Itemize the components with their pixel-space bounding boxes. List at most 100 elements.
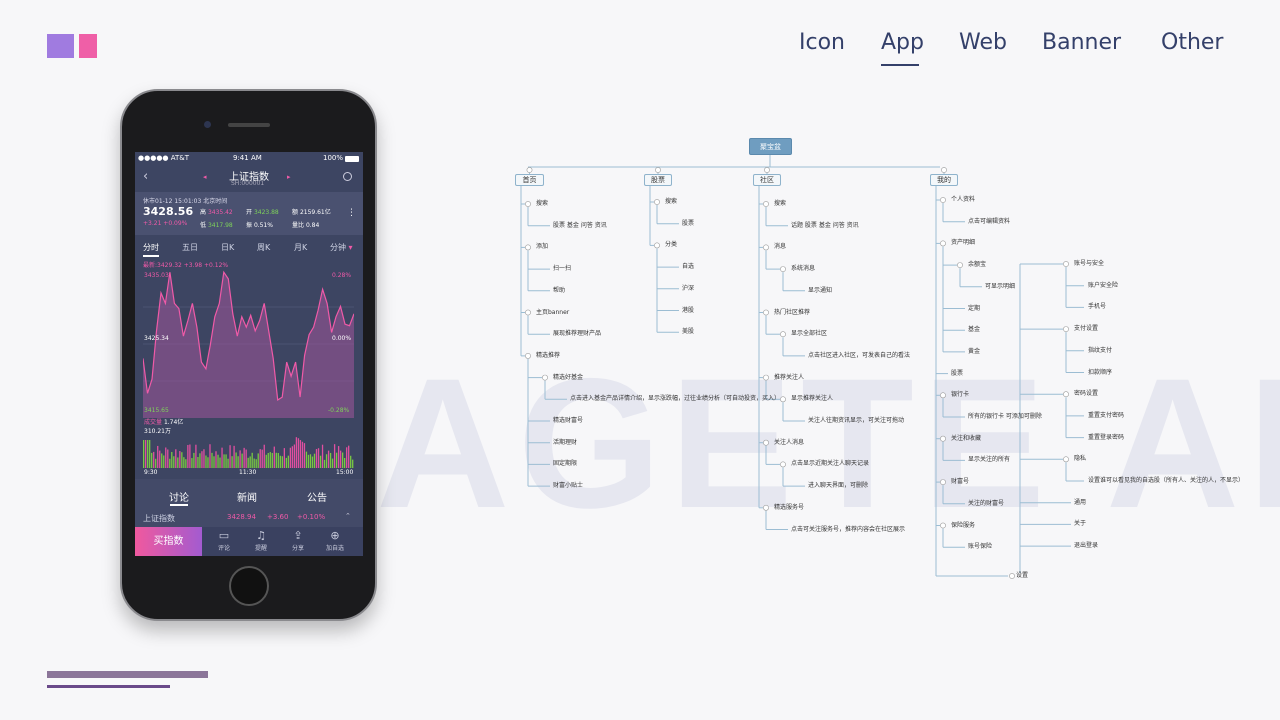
- period-tab[interactable]: 周K: [257, 243, 271, 252]
- volume-bar: [169, 458, 171, 468]
- collapse-toggle-icon[interactable]: [780, 461, 786, 468]
- logo-square-purple: [47, 34, 74, 58]
- volume-bar: [309, 454, 312, 468]
- collapse-toggle-icon[interactable]: [763, 504, 769, 511]
- back-icon[interactable]: ‹: [143, 169, 149, 184]
- tab-news[interactable]: 新闻: [237, 493, 257, 504]
- volume-label: 成交量: [144, 419, 163, 426]
- volume-bar: [299, 440, 302, 468]
- mindmap-branch: 股票: [644, 174, 672, 186]
- ticker-price: 3428.94: [227, 513, 256, 521]
- collapse-toggle-icon[interactable]: [940, 522, 946, 529]
- add-watchlist-button[interactable]: ⊕ 加自选: [320, 529, 350, 552]
- ticker-pct: +0.10%: [297, 513, 326, 521]
- tab-discuss[interactable]: 讨论: [169, 493, 189, 504]
- collapse-toggle-icon[interactable]: [1063, 326, 1069, 332]
- mindmap-node: 点击显示近期关注人聊天记录: [791, 460, 870, 468]
- mindmap-branch: 首页: [515, 174, 544, 186]
- mindmap-node: 关注和收藏: [951, 434, 982, 442]
- comment-button[interactable]: ▭ 评论: [209, 529, 239, 552]
- period-tab[interactable]: 五日: [182, 243, 198, 252]
- share-button[interactable]: ⇪ 分享: [283, 529, 313, 552]
- ticker-change: +3.60: [267, 513, 289, 521]
- mindmap-node: 关注的财富号: [968, 499, 1005, 507]
- volume-bar: [305, 451, 308, 468]
- volume-bar: [352, 459, 354, 468]
- volume-bar: [323, 459, 326, 468]
- next-index-icon[interactable]: ▸: [287, 173, 291, 181]
- volume-bar: [213, 456, 215, 468]
- period-tab[interactable]: 分钟 ▾: [330, 243, 353, 252]
- period-tab[interactable]: 月K: [294, 243, 308, 252]
- volume-bar: [291, 446, 294, 468]
- collapse-toggle-icon[interactable]: [525, 201, 531, 207]
- volume-bar: [283, 448, 285, 468]
- collapse-toggle-icon[interactable]: [940, 392, 946, 399]
- collapse-toggle-icon[interactable]: [780, 266, 786, 272]
- collapse-toggle-icon[interactable]: [542, 374, 548, 381]
- volume-bar: [193, 452, 195, 468]
- status-battery: 100%: [323, 154, 344, 162]
- mindmap-node: 精选推荐: [536, 351, 561, 359]
- collapse-toggle-icon[interactable]: [1009, 573, 1015, 579]
- nav-icon[interactable]: Icon: [799, 30, 845, 55]
- period-tab[interactable]: 分时: [143, 243, 159, 252]
- mindmap-node: 关注人往期资讯显示，可关注可拖动: [808, 417, 905, 424]
- volume-bar: [197, 456, 199, 468]
- add-watchlist-label: 加自选: [325, 545, 344, 552]
- collapse-toggle-icon[interactable]: [763, 374, 769, 381]
- more-icon[interactable]: ⋮: [347, 208, 356, 218]
- time-start: 9:30: [144, 469, 158, 476]
- collapse-toggle-icon[interactable]: [525, 352, 531, 359]
- collapse-toggle-icon[interactable]: [1063, 391, 1069, 398]
- collapse-toggle-icon[interactable]: [1063, 456, 1069, 463]
- collapse-toggle-icon[interactable]: [763, 309, 769, 316]
- price-change: +3.21 +0.09%: [143, 220, 188, 227]
- collapse-toggle-icon[interactable]: [1063, 261, 1069, 267]
- collapse-toggle-icon[interactable]: [957, 262, 963, 268]
- collapse-toggle-icon[interactable]: [763, 201, 769, 207]
- collapse-toggle-icon[interactable]: [526, 167, 533, 173]
- volume-bar: [225, 454, 227, 468]
- collapse-toggle-icon[interactable]: [940, 197, 946, 203]
- collapse-toggle-icon[interactable]: [525, 309, 531, 316]
- collapse-toggle-icon[interactable]: [780, 396, 786, 403]
- nav-banner[interactable]: Banner: [1042, 30, 1122, 55]
- nav-other[interactable]: Other: [1161, 30, 1224, 55]
- collapse-toggle-icon[interactable]: [780, 331, 786, 338]
- nav-app[interactable]: App: [881, 30, 924, 55]
- mindmap-node: 进入聊天界面，可删除: [808, 482, 869, 490]
- news-section: 讨论 新闻 公告 上证指数 3428.94 +3.60 +0.10% ⌃: [135, 479, 363, 527]
- volume-bar: [348, 445, 350, 468]
- collapse-toggle-icon[interactable]: [654, 242, 660, 249]
- buy-index-button[interactable]: 买指数: [135, 527, 202, 556]
- collapse-toggle-icon[interactable]: [764, 167, 770, 173]
- collapse-toggle-icon[interactable]: [940, 240, 946, 247]
- tab-notice[interactable]: 公告: [307, 493, 327, 504]
- home-button[interactable]: [229, 566, 269, 606]
- collapse-toggle-icon[interactable]: [654, 199, 660, 205]
- period-tab[interactable]: 日K: [221, 243, 235, 252]
- volume-bar: [209, 444, 211, 468]
- search-icon[interactable]: [343, 172, 352, 181]
- volume-bar: [203, 449, 205, 468]
- collapse-icon[interactable]: ⌃: [345, 512, 351, 520]
- volume-bar: [249, 456, 251, 468]
- comment-icon: ▭: [218, 529, 230, 542]
- remind-button[interactable]: ♫ 提醒: [246, 529, 276, 552]
- collapse-toggle-icon[interactable]: [763, 244, 769, 251]
- volume-bar: [159, 450, 161, 468]
- collapse-toggle-icon[interactable]: [940, 479, 946, 485]
- speaker: [228, 123, 270, 127]
- prev-index-icon[interactable]: ◂: [203, 173, 207, 181]
- collapse-toggle-icon[interactable]: [940, 435, 946, 442]
- collapse-toggle-icon[interactable]: [763, 439, 769, 446]
- nav-web[interactable]: Web: [959, 30, 1007, 55]
- volume-bar: [183, 457, 185, 468]
- collapse-toggle-icon[interactable]: [525, 244, 531, 251]
- collapse-toggle-icon[interactable]: [941, 167, 947, 173]
- mindmap-node: 所有的银行卡 可添加可删除: [968, 413, 1042, 420]
- collapse-toggle-icon[interactable]: [655, 167, 661, 173]
- mindmap-node: 股票 基金 问答 资讯: [553, 221, 607, 229]
- low-value: 3417.98: [207, 222, 233, 229]
